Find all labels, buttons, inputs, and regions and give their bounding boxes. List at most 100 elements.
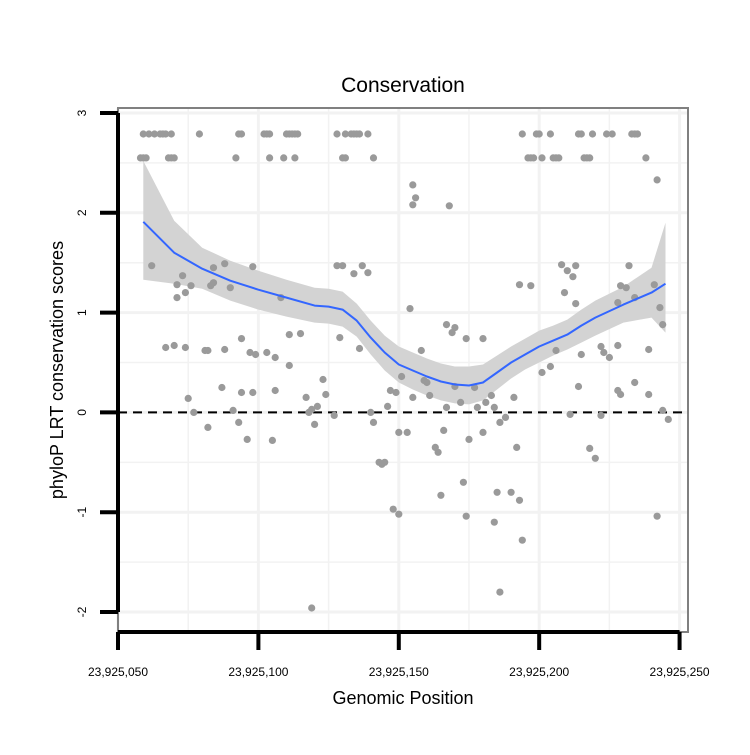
data-point [423,378,431,387]
data-point [395,510,403,518]
y-axis: 3 2 1 0 -1 -2 [75,109,120,617]
data-point [597,342,605,351]
data-point [448,329,456,337]
data-point [482,398,490,406]
x-tick-label: 23,925,050 [88,665,148,679]
data-point [434,448,442,456]
data-point [633,130,642,138]
x-axis-label: Genomic Position [332,688,473,708]
data-point [501,413,510,421]
y-tick-label: 1 [75,309,89,316]
data-point [173,281,181,289]
data-point [190,408,198,416]
data-point [319,375,327,384]
data-point [235,418,243,426]
data-point [302,393,310,401]
data-point [664,415,672,423]
data-points [136,130,672,612]
data-point [170,154,178,162]
data-point [440,426,448,434]
data-point [479,335,487,343]
data-point [170,341,178,350]
data-point [364,130,372,138]
data-point [600,348,608,357]
data-point [384,402,392,410]
y-tick-label: -1 [75,507,89,518]
data-point [442,321,451,329]
data-point [445,202,453,210]
data-point [181,289,189,297]
data-point [603,130,611,138]
data-point [291,154,299,162]
data-point [358,262,366,270]
y-tick-label: 3 [75,109,89,116]
data-point [645,345,653,354]
data-point [226,284,234,292]
data-point [631,378,639,387]
data-point [148,262,156,270]
data-point [417,346,425,355]
data-point [569,273,577,281]
data-point [459,478,467,486]
data-point [308,604,316,612]
data-point [339,262,347,270]
data-point [588,130,597,138]
data-point [294,130,302,138]
data-point [285,331,293,339]
data-point [322,390,330,399]
data-point [209,264,218,272]
data-point [355,130,364,138]
data-point [406,305,414,313]
data-point [574,382,583,391]
plot-area [116,107,689,633]
data-point [530,154,538,162]
data-point [586,444,594,452]
data-point [577,350,585,359]
data-point [608,130,616,138]
data-point [563,267,571,275]
data-point [659,406,667,414]
data-point [395,428,403,436]
data-point [367,408,375,416]
data-point [513,443,521,451]
x-tick-label: 23,925,150 [369,665,429,679]
smooth-fit-line [142,221,667,387]
data-point [221,345,229,354]
data-point [437,491,445,499]
data-point [597,411,605,419]
data-point [656,304,664,312]
data-point [515,281,524,289]
data-point [184,394,192,402]
data-point [535,130,543,138]
data-point [538,154,546,162]
data-point [355,344,364,353]
data-point [139,130,147,138]
data-point [204,423,212,431]
data-point [386,386,394,395]
data-point [426,391,434,400]
data-point [493,488,501,496]
data-point [313,402,321,410]
data-point [527,282,535,290]
x-axis: 23,925,050 23,925,100 23,925,150 23,925,200… [88,630,710,679]
y-tick-label: 2 [75,209,89,216]
data-point [333,130,341,138]
data-point [558,261,566,269]
data-point [369,418,378,426]
data-point [538,368,546,377]
data-point [341,130,349,138]
data-point [369,154,378,162]
data-point [311,420,319,428]
data-point [617,282,625,290]
x-tick-label: 23,925,100 [228,665,288,679]
data-point [350,270,358,278]
data-point [229,406,237,414]
data-point [457,398,465,406]
data-point [179,272,187,280]
data-point [237,388,246,397]
x-tick-label: 23,925,200 [509,665,569,679]
data-point [653,176,661,184]
data-point [162,343,170,352]
data-point [462,335,470,343]
data-point [442,403,451,411]
